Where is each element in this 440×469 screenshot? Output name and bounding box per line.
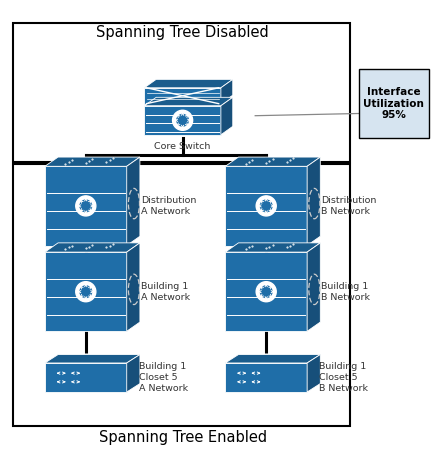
Polygon shape (225, 166, 307, 245)
Text: Building 1
B Network: Building 1 B Network (321, 282, 370, 302)
Text: Spanning Tree Enabled: Spanning Tree Enabled (99, 430, 267, 445)
Polygon shape (307, 243, 320, 331)
Polygon shape (45, 252, 127, 331)
Text: Core Switch: Core Switch (154, 142, 211, 151)
Text: Interface
Utilization
95%: Interface Utilization 95% (363, 87, 424, 120)
Polygon shape (221, 79, 233, 104)
Bar (359, 69, 429, 138)
Polygon shape (144, 97, 233, 106)
Circle shape (256, 196, 276, 216)
Circle shape (260, 200, 272, 212)
Text: Building 1
Closet 5
A Network: Building 1 Closet 5 A Network (139, 362, 188, 393)
Text: Spanning Tree Disabled: Spanning Tree Disabled (96, 24, 269, 39)
Circle shape (256, 282, 276, 302)
Polygon shape (45, 363, 127, 392)
Text: Building 1
A Network: Building 1 A Network (141, 282, 190, 302)
Polygon shape (144, 88, 221, 104)
Circle shape (80, 286, 92, 297)
Polygon shape (221, 97, 233, 135)
Circle shape (177, 114, 188, 126)
Polygon shape (225, 363, 307, 392)
Text: Building 1
Closet 5
B Network: Building 1 Closet 5 B Network (319, 362, 368, 393)
Polygon shape (45, 243, 140, 252)
Polygon shape (127, 243, 140, 331)
Polygon shape (225, 355, 320, 363)
Circle shape (80, 200, 92, 212)
Polygon shape (307, 157, 320, 245)
Bar (13, 23, 350, 162)
Text: Distribution
A Network: Distribution A Network (141, 196, 196, 216)
Polygon shape (45, 355, 140, 363)
Polygon shape (45, 166, 127, 245)
Polygon shape (144, 106, 221, 135)
Polygon shape (127, 157, 140, 245)
Polygon shape (45, 157, 140, 166)
Circle shape (76, 196, 96, 216)
Polygon shape (307, 355, 320, 392)
Circle shape (76, 282, 96, 302)
Text: Distribution
B Network: Distribution B Network (321, 196, 377, 216)
Circle shape (172, 110, 193, 130)
Polygon shape (225, 157, 320, 166)
Polygon shape (225, 243, 320, 252)
Bar (13, 164, 350, 426)
Polygon shape (225, 252, 307, 331)
Polygon shape (127, 355, 140, 392)
Polygon shape (144, 79, 233, 88)
Circle shape (260, 286, 272, 297)
